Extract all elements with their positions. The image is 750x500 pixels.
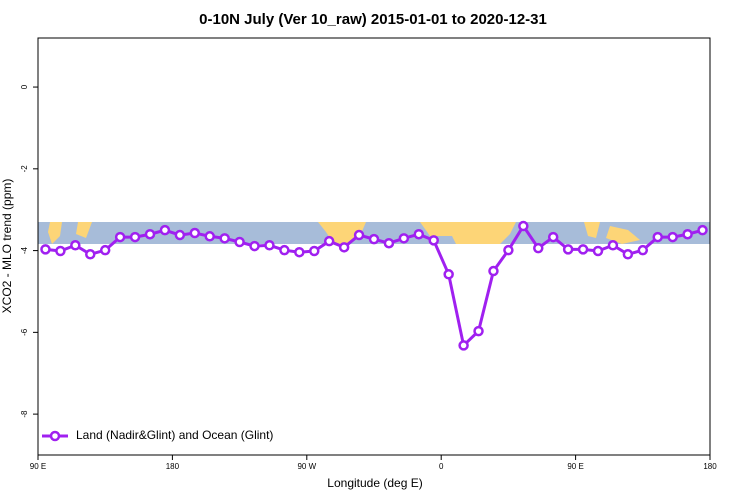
point	[70, 240, 81, 251]
point	[518, 220, 529, 232]
point	[398, 233, 410, 244]
point	[174, 229, 186, 241]
point	[249, 240, 260, 252]
point	[323, 235, 335, 247]
land	[420, 222, 516, 244]
point	[85, 249, 96, 260]
point	[234, 236, 245, 248]
y-tick-label: -6	[20, 328, 29, 336]
plot-frame	[37, 37, 711, 456]
point	[562, 244, 574, 255]
point	[592, 245, 604, 257]
point	[413, 228, 425, 240]
point	[443, 269, 454, 280]
point	[458, 340, 469, 351]
point	[294, 246, 305, 258]
point	[667, 231, 678, 243]
point	[55, 245, 66, 257]
point	[533, 242, 544, 254]
point	[264, 240, 275, 251]
point	[697, 224, 708, 236]
point	[547, 231, 559, 243]
point	[353, 229, 365, 241]
y-tick-label: 0	[20, 84, 29, 89]
x-tick-label: 180	[166, 462, 180, 471]
legend-label: Land (Nadir&Glint) and Ocean (Glint)	[76, 428, 273, 442]
x-tick-label: 90 W	[297, 462, 316, 471]
point	[607, 240, 619, 251]
land	[584, 222, 640, 244]
x-axis-label: Longitude (deg E)	[327, 476, 422, 490]
point	[40, 244, 51, 255]
point	[577, 244, 589, 255]
point	[309, 245, 320, 257]
point	[159, 224, 171, 236]
point	[114, 231, 126, 243]
point	[189, 227, 201, 239]
point	[637, 244, 649, 256]
x-tick-label: 90 E	[30, 462, 46, 471]
x-tick-label: 0	[439, 462, 444, 471]
point	[503, 244, 514, 256]
x-tick-label: 90 E	[567, 462, 583, 471]
y-tick-label: -8	[20, 410, 29, 418]
point	[279, 244, 290, 256]
point	[99, 244, 111, 256]
point	[219, 233, 230, 244]
point	[383, 237, 395, 249]
x-tick-label: 180	[703, 462, 717, 471]
point	[473, 325, 484, 337]
y-axis-label: XCO2 - MLO trend (ppm)	[0, 179, 14, 314]
point	[368, 233, 380, 245]
point	[622, 249, 634, 260]
point	[682, 228, 693, 240]
chart-title: 0-10N July (Ver 10_raw) 2015-01-01 to 20…	[199, 11, 547, 28]
land	[48, 222, 92, 244]
point	[204, 231, 215, 242]
y-tick-label: -2	[20, 165, 29, 173]
point	[488, 265, 499, 277]
legend-marker	[49, 430, 61, 442]
point	[652, 231, 663, 243]
point	[144, 228, 156, 240]
point	[338, 242, 350, 253]
point	[428, 235, 439, 246]
point	[129, 231, 141, 243]
y-tick-label: -4	[20, 246, 29, 254]
